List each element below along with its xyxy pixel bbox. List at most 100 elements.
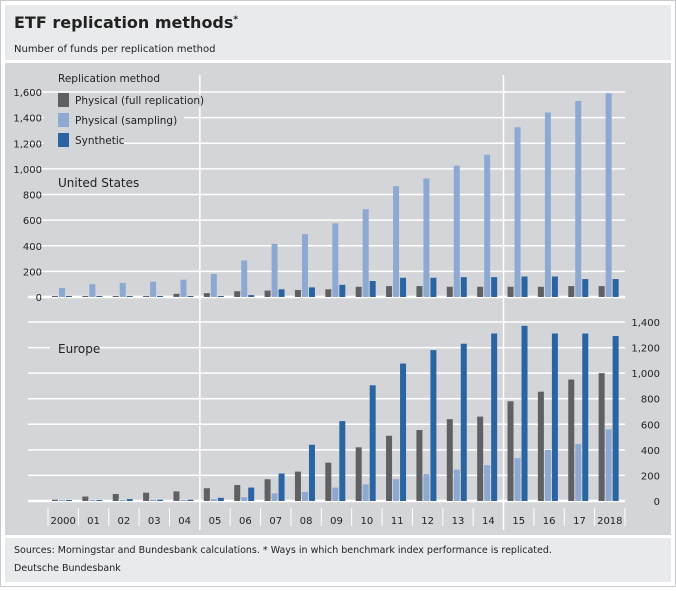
bar-us-full-06 [234,291,241,297]
bar-europe-sampling-14 [484,465,491,501]
bar-europe-full-02 [112,493,119,501]
bar-europe-sampling-16 [544,449,551,501]
bar-europe-sampling-06 [241,497,248,501]
bar-us-full-07 [264,290,271,297]
bar-europe-sampling-02 [119,500,126,501]
bar-europe-sampling-12 [423,474,430,501]
x-tick-label: 12 [421,516,434,527]
y-tick-label: 1,400 [13,114,42,125]
bar-us-full-05 [203,293,210,297]
y-tick-label: 800 [641,395,660,406]
bar-us-full-13 [446,286,453,297]
bar-europe-sampling-2018 [605,429,612,501]
chart-title: ETF replication methods* [14,13,238,32]
bar-us-full-10 [355,286,362,297]
bar-europe-synthetic-14 [491,333,498,501]
bar-us-synthetic-06 [248,295,255,297]
bar-europe-synthetic-07 [278,473,285,501]
y-tick-label: 1,200 [631,344,660,355]
bar-us-sampling-03 [150,281,157,297]
bar-europe-sampling-13 [453,469,460,501]
header-band [5,5,671,60]
footer-sources: Sources: Morningstar and Bundesbank calc… [14,545,552,556]
bar-us-full-12 [416,286,423,297]
bar-europe-sampling-17 [575,444,582,501]
bar-us-full-04 [173,293,180,297]
bar-us-full-01 [82,296,89,297]
bar-europe-full-2018 [598,373,605,501]
bar-us-synthetic-08 [308,287,315,297]
bar-europe-sampling-07 [271,493,278,501]
bar-europe-full-09 [325,462,332,501]
x-tick-label: 15 [512,516,525,527]
bar-europe-sampling-09 [332,487,339,501]
x-tick-label: 04 [178,516,191,527]
bar-europe-synthetic-04 [187,499,194,501]
x-tick-label: 2000 [50,516,75,527]
legend-swatch-sampling [58,113,69,127]
x-tick-label: 17 [573,516,586,527]
x-tick-label: 05 [209,516,222,527]
panel-title-us: United States [58,176,139,190]
bar-europe-sampling-11 [393,479,400,501]
footer-publisher: Deutsche Bundesbank [14,563,121,574]
bar-us-full-15 [507,286,514,297]
bar-europe-synthetic-2000 [66,500,72,501]
x-tick-label: 2018 [597,516,622,527]
bar-us-sampling-12 [423,178,430,297]
bar-us-synthetic-05 [217,296,224,297]
bar-europe-synthetic-2018 [612,336,619,501]
bar-europe-full-08 [294,471,301,501]
bar-europe-sampling-03 [150,499,157,501]
bar-us-sampling-04 [180,279,187,297]
footer-band [5,538,671,582]
bar-europe-synthetic-15 [521,325,528,501]
bar-us-synthetic-02 [126,296,133,297]
bar-europe-synthetic-13 [460,343,467,501]
bar-us-synthetic-01 [96,296,103,297]
bar-europe-sampling-05 [210,499,217,501]
y-tick-label: 600 [23,216,42,227]
bar-europe-sampling-2000 [59,500,65,501]
bar-us-sampling-05 [210,273,217,297]
bar-europe-full-06 [234,485,241,501]
bar-us-full-17 [568,286,575,297]
y-tick-label: 200 [23,267,42,278]
bar-us-sampling-17 [575,100,582,297]
bar-europe-synthetic-02 [126,499,133,501]
bar-europe-synthetic-16 [551,333,558,501]
y-tick-label: 1,000 [13,165,42,176]
y-tick-label: 1,000 [631,369,660,380]
bar-europe-full-16 [537,391,544,501]
y-tick-label: 1,200 [13,139,42,150]
bar-us-synthetic-11 [400,277,407,297]
legend-label-sampling: Physical (sampling) [75,115,177,127]
bar-us-synthetic-14 [491,277,498,297]
bar-us-sampling-02 [119,282,126,297]
bar-us-sampling-16 [544,112,551,297]
bar-europe-synthetic-06 [248,487,255,501]
x-tick-label: 16 [543,516,556,527]
bar-europe-full-03 [143,492,150,501]
x-tick-label: 01 [87,516,100,527]
bar-us-sampling-11 [393,186,400,297]
bar-us-synthetic-2018 [612,279,619,297]
legend-swatch-synthetic [58,133,69,147]
bar-us-full-08 [294,289,301,297]
y-tick-label: 0 [654,497,660,508]
panel-title-europe: Europe [58,342,100,356]
x-tick-label: 09 [330,516,343,527]
bar-us-full-2000 [52,296,58,297]
bar-europe-sampling-15 [514,458,521,501]
bar-europe-synthetic-12 [430,350,437,501]
bar-europe-full-14 [477,416,484,501]
bar-us-synthetic-12 [430,277,437,297]
bar-us-sampling-2018 [605,93,612,297]
y-tick-label: 0 [36,293,42,304]
x-tick-label: 07 [269,516,282,527]
bar-us-sampling-06 [241,260,248,297]
legend-label-full: Physical (full replication) [75,95,204,107]
bar-europe-full-05 [203,488,210,501]
